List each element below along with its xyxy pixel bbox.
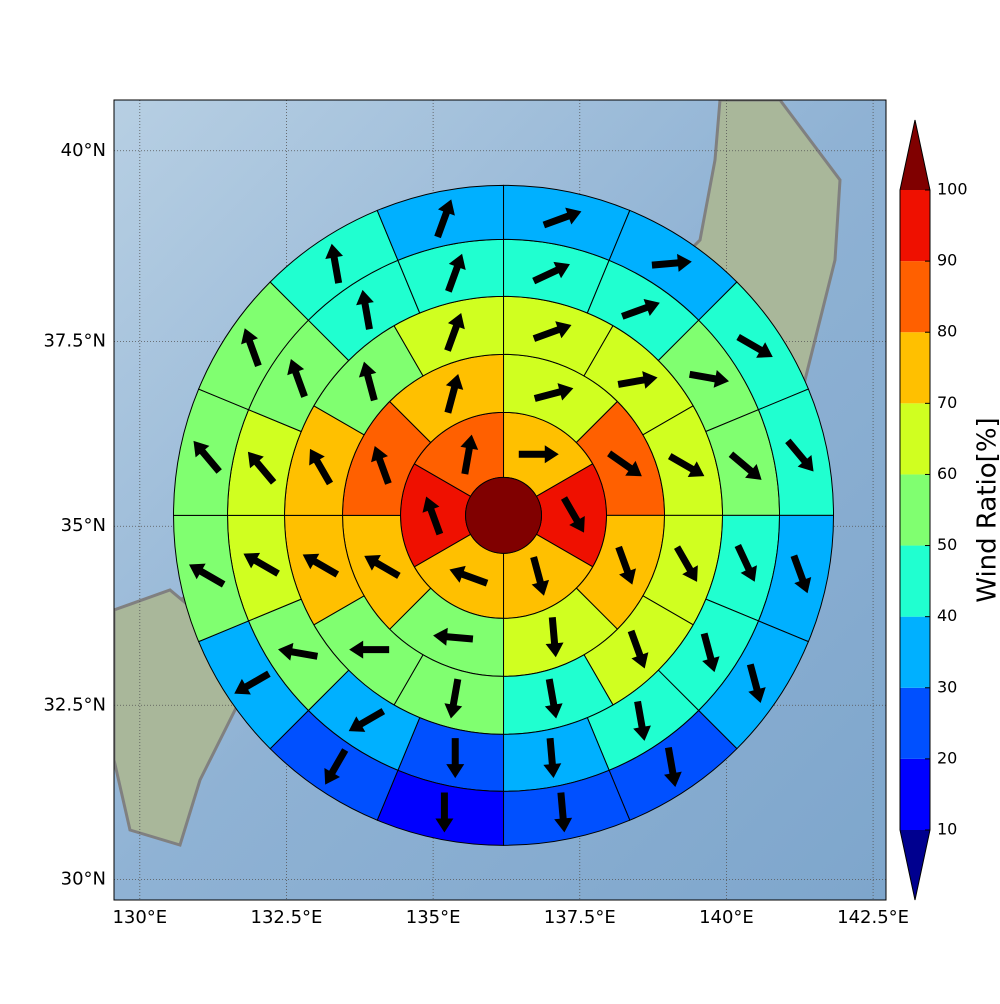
colorbar-segment xyxy=(900,332,930,403)
colorbar-tick-label: 40 xyxy=(937,606,957,625)
colorbar-segment xyxy=(900,759,930,830)
y-tick-label: 37.5°N xyxy=(43,331,106,352)
colorbar-tick-label: 30 xyxy=(937,677,957,696)
colorbar-extend-high xyxy=(900,120,930,190)
colorbar-tick-label: 70 xyxy=(937,393,957,412)
colorbar-segment xyxy=(900,190,930,261)
colorbar-segment xyxy=(900,617,930,688)
x-tick-label: 142.5°E xyxy=(837,907,909,928)
x-tick-label: 130°E xyxy=(112,907,167,928)
colorbar-tick-label: 90 xyxy=(937,251,957,270)
colorbar-tick-label: 80 xyxy=(937,322,957,341)
colorbar-label: Wind Ratio[%] xyxy=(973,417,1000,602)
colorbar-tick-label: 100 xyxy=(937,180,968,199)
x-tick-label: 132.5°E xyxy=(251,907,323,928)
colorbar-tick-label: 60 xyxy=(937,464,957,483)
y-tick-label: 40°N xyxy=(61,140,106,161)
colorbar-extend-low xyxy=(900,830,930,900)
colorbar-tick-label: 50 xyxy=(937,535,957,554)
x-tick-label: 137.5°E xyxy=(544,907,616,928)
colorbar-segment xyxy=(900,261,930,332)
x-tick-label: 140°E xyxy=(699,907,754,928)
center-disc xyxy=(466,477,542,553)
colorbar-segment xyxy=(900,403,930,474)
colorbar-segment xyxy=(900,474,930,545)
y-tick-label: 35°N xyxy=(61,515,106,536)
colorbar-tick-label: 10 xyxy=(937,820,957,839)
y-tick-label: 30°N xyxy=(61,868,106,889)
colorbar-segment xyxy=(900,688,930,759)
x-tick-label: 135°E xyxy=(406,907,461,928)
colorbar-tick-label: 20 xyxy=(937,748,957,767)
y-tick-label: 32.5°N xyxy=(43,694,106,715)
colorbar-segment xyxy=(900,546,930,617)
